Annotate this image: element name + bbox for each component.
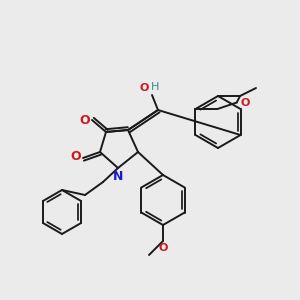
Text: O: O: [139, 83, 149, 93]
Text: O: O: [71, 151, 81, 164]
Text: N: N: [113, 169, 123, 182]
Text: H: H: [151, 82, 159, 92]
Text: O: O: [240, 98, 249, 107]
Text: O: O: [80, 113, 90, 127]
Text: O: O: [158, 243, 168, 253]
